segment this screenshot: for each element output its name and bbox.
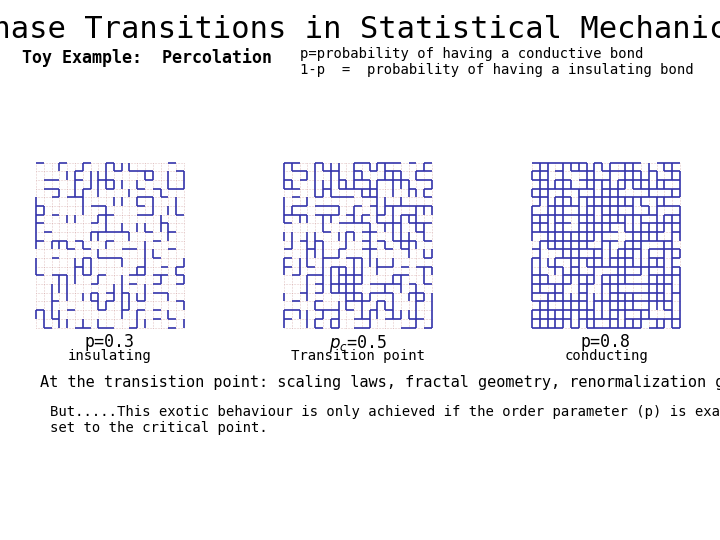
Text: At the transistion point: scaling laws, fractal geometry, renormalization group : At the transistion point: scaling laws, … [40,375,720,390]
Text: Phase Transitions in Statistical Mechanics: Phase Transitions in Statistical Mechani… [0,15,720,44]
Text: p=probability of having a conductive bond: p=probability of having a conductive bon… [300,47,644,61]
Text: $p_c$=0.5: $p_c$=0.5 [329,333,387,354]
Text: Transition point: Transition point [291,349,425,363]
Text: But.....This exotic behaviour is only achieved if the order parameter (p) is exa: But.....This exotic behaviour is only ac… [50,405,720,435]
Text: 1-p  =  probability of having a insulating bond: 1-p = probability of having a insulating… [300,63,693,77]
Text: p=0.3: p=0.3 [85,333,135,351]
Text: Toy Example:  Percolation: Toy Example: Percolation [22,48,272,67]
Text: p=0.8: p=0.8 [581,333,631,351]
Text: insulating: insulating [68,349,152,363]
Text: conducting: conducting [564,349,648,363]
